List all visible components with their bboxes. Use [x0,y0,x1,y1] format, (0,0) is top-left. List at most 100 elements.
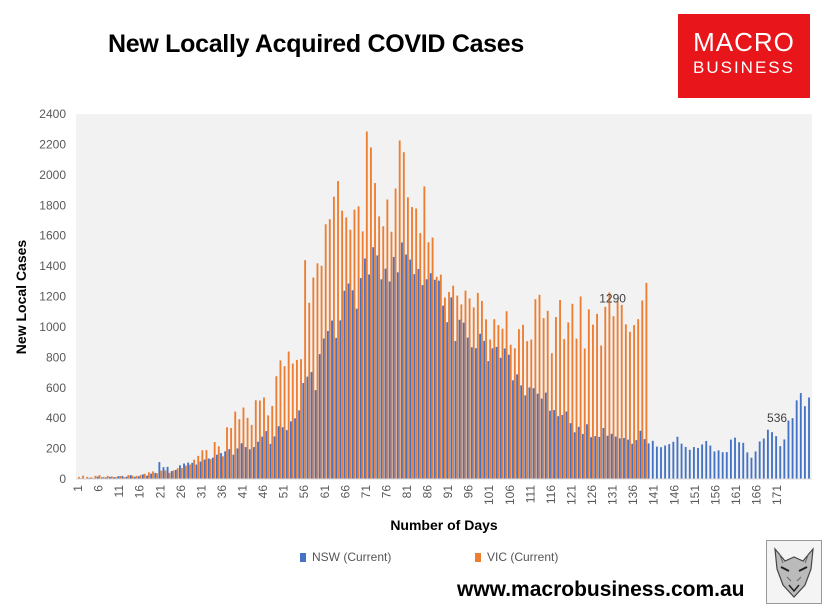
nsw-bar [265,431,268,479]
vic-bar [472,307,475,479]
y-tick-label: 1800 [39,198,66,212]
nsw-bar [738,442,741,479]
nsw-bar [376,255,379,479]
nsw-bar [257,441,259,479]
vic-bar [119,475,122,479]
nsw-bar [380,279,383,479]
nsw-bar [417,268,420,479]
nsw-bar [216,454,218,479]
nsw-bar [294,418,296,479]
nsw-bar [203,459,206,479]
vic-bar [110,476,113,479]
y-tick-label: 2400 [39,107,66,121]
nsw-bar [454,341,457,479]
vic-bar [600,345,603,479]
nsw-bar [581,433,584,479]
chart-title: New Locally Acquired COVID Cases [108,30,524,58]
nsw-bar [261,436,264,479]
vic-bar [386,199,389,479]
nsw-bar [791,418,794,479]
brand-logo[interactable]: MACRO BUSINESS [678,14,810,98]
vic-bar [485,319,487,479]
vic-bar [308,302,311,479]
nsw-bar [528,387,531,479]
x-tick-label: 81 [400,485,414,499]
nsw-bar [244,447,247,479]
x-tick-label: 56 [297,485,311,499]
nsw-bar [729,439,732,479]
x-tick-label: 161 [729,485,743,505]
vic-bar [283,366,286,479]
nsw-bar [298,410,301,479]
vic-bar [641,300,644,479]
vic-bar [505,311,508,479]
nsw-bar [787,420,790,479]
y-tick-label: 1400 [39,259,66,273]
vic-bar [612,316,615,479]
nsw-bar [129,475,132,479]
nsw-bar [795,400,798,479]
nsw-bar [187,462,190,479]
x-tick-label: 96 [462,485,476,499]
nsw-bar [269,443,272,479]
vic-bar [390,231,393,479]
vic-bar [180,468,183,479]
nsw-bar [154,472,157,479]
nsw-bar [100,477,103,479]
y-tick-label: 0 [59,472,66,486]
nsw-bar [339,320,342,479]
footer-url[interactable]: www.macrobusiness.com.au [457,578,745,601]
nsw-bar [516,374,519,479]
vic-bar [242,407,245,479]
nsw-bar [442,305,444,480]
nsw-bar [758,441,761,479]
vic-bar [394,188,397,479]
nsw-bar [368,274,370,479]
x-tick-label: 151 [688,485,702,505]
nsw-bar [162,467,165,479]
nsw-bar [384,268,387,479]
nsw-bar [248,449,251,479]
nsw-bar [713,451,716,479]
vic-bar [337,181,339,479]
vic-bar [542,318,545,479]
nsw-bar [594,436,597,479]
x-tick-label: 66 [338,485,352,499]
nsw-bar [524,395,527,479]
nsw-bar [195,464,198,479]
y-tick-label: 1200 [39,290,66,304]
nsw-bar [549,410,551,479]
nsw-bar [766,429,769,479]
nsw-bar [688,449,691,479]
nsw-bar [779,446,782,479]
nsw-bar [88,477,91,479]
nsw-bar [491,348,494,479]
nsw-bar [355,308,358,479]
vic-bar [209,459,212,479]
nsw-bar [433,279,436,479]
vic-bar [254,400,257,479]
vic-bar [423,186,426,479]
nsw-bar [421,285,424,479]
vic-bar [596,313,598,479]
nsw-bar [803,406,806,479]
vic-bar [295,359,298,479]
nsw-bar [586,424,588,479]
nsw-bar [799,393,802,479]
vic-bar [419,233,422,479]
vic-bar [217,446,220,479]
vic-bar [550,353,553,479]
nsw-bar [158,462,161,479]
nsw-bar [137,476,140,479]
vic-bar [464,290,467,479]
vic-bar [452,285,455,479]
vic-bar [250,424,253,479]
nsw-bar [450,297,453,479]
nsw-bar [327,331,329,479]
vic-bar [369,147,372,479]
vic-bar [563,339,566,479]
vic-bar [587,309,590,479]
nsw-bar [495,346,498,479]
vic-bar [583,348,586,479]
vic-bar [102,476,105,479]
